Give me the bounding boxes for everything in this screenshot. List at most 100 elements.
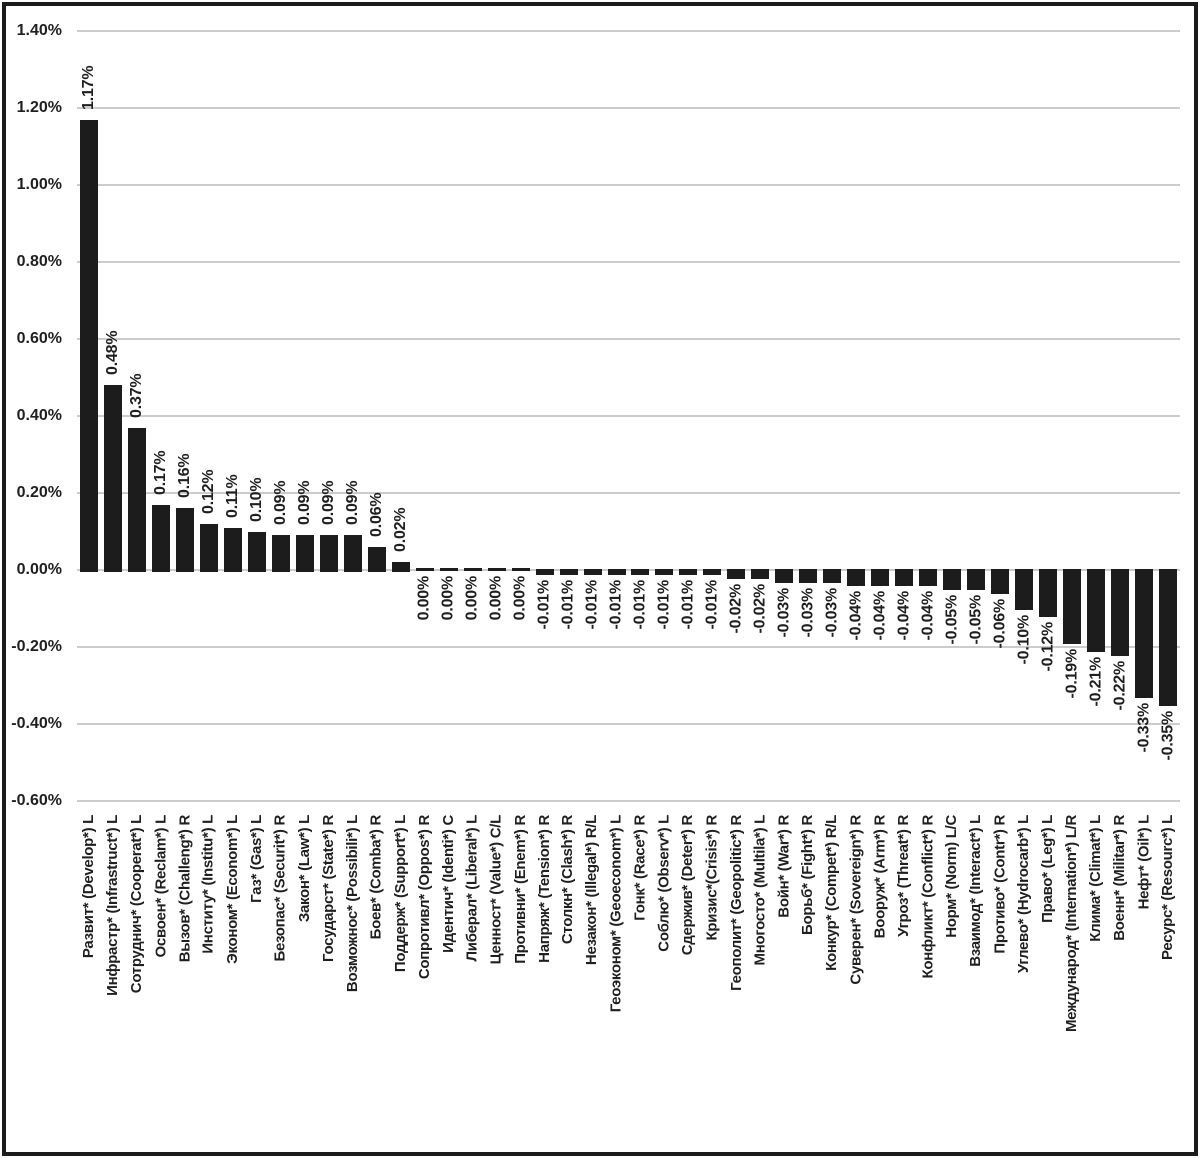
x-category-label: Столкн* (Clash*) R bbox=[559, 815, 577, 945]
bar-value-label: 0.00% bbox=[463, 576, 481, 621]
bar bbox=[1111, 569, 1130, 656]
bar-value-label: -0.04% bbox=[919, 591, 937, 641]
bar-value-label: -0.10% bbox=[1015, 614, 1033, 665]
bar-value-label: -0.01% bbox=[535, 579, 553, 630]
bar-value-label: -0.02% bbox=[751, 583, 769, 634]
bar bbox=[943, 569, 962, 591]
x-category-label: Ресурс* (Resourc*) L bbox=[1159, 815, 1177, 960]
y-gridline bbox=[77, 569, 1180, 571]
bar-value-label: -0.01% bbox=[583, 579, 601, 630]
bar bbox=[631, 569, 650, 575]
bar-value-label: 0.00% bbox=[439, 576, 457, 621]
bar bbox=[919, 569, 938, 587]
bar-value-label: -0.01% bbox=[607, 579, 625, 630]
y-gridline bbox=[77, 30, 1180, 32]
bar bbox=[583, 569, 602, 575]
bar bbox=[487, 568, 506, 571]
y-tick-label: 0.20% bbox=[16, 484, 62, 501]
x-category-label: Угроз* (Threat*) R bbox=[895, 815, 913, 937]
y-tick-label: 1.40% bbox=[16, 22, 62, 39]
bar-value-label: 0.09% bbox=[343, 480, 361, 526]
x-category-label: Вызов* (Challeng*) R bbox=[175, 815, 193, 963]
x-category-label: Кризис*(Crisis*) R bbox=[703, 815, 721, 941]
x-category-label: Многосто* (Multila*) L bbox=[751, 815, 769, 966]
bar-value-label: 0.09% bbox=[295, 480, 313, 526]
bar bbox=[1039, 569, 1058, 618]
bar bbox=[1015, 569, 1034, 610]
x-category-label: Институ* (Institu*) L bbox=[199, 815, 217, 954]
x-category-label: Инфрастр* (Infrastruct*) L bbox=[103, 815, 121, 996]
x-category-label: Противо* (Contr*) R bbox=[991, 815, 1009, 954]
x-category-label: Конфликт* (Conflict*) R bbox=[919, 815, 937, 979]
bar bbox=[103, 385, 122, 572]
bar-value-label: 0.02% bbox=[391, 507, 409, 553]
y-tick-label: 0.80% bbox=[16, 253, 62, 270]
bar-value-label: -0.12% bbox=[1039, 622, 1057, 672]
y-gridline bbox=[77, 492, 1180, 494]
bar bbox=[895, 569, 914, 587]
y-tick-label: -0.60% bbox=[11, 792, 62, 809]
x-category-label: Сопротивл* (Oppos*) R bbox=[415, 815, 433, 980]
x-category-label: Войн* (War*) R bbox=[775, 815, 793, 918]
x-category-label: Возможнос* (Possibili*) L bbox=[343, 815, 361, 993]
bar-value-label: -0.04% bbox=[871, 591, 889, 641]
bar bbox=[847, 569, 866, 587]
bar bbox=[247, 531, 266, 572]
bar-value-label: 0.09% bbox=[271, 480, 289, 526]
y-gridline bbox=[77, 646, 1180, 648]
bar-value-label: -0.01% bbox=[703, 579, 721, 630]
y-tick-label: 0.60% bbox=[16, 330, 62, 347]
bar bbox=[679, 569, 698, 575]
x-category-label: Суверен* (Sovereign*) R bbox=[847, 815, 865, 985]
bar bbox=[871, 569, 890, 587]
y-tick-label: -0.20% bbox=[11, 638, 62, 655]
bar-value-label: -0.05% bbox=[967, 595, 985, 645]
y-tick-label: 0.40% bbox=[16, 407, 62, 424]
x-category-label: Геоэконом* (Geoeconom*) L bbox=[607, 815, 625, 1013]
bar bbox=[1063, 569, 1082, 645]
bar-value-label: -0.22% bbox=[1111, 660, 1129, 711]
bar bbox=[175, 508, 194, 572]
bar bbox=[79, 119, 98, 572]
x-category-label: Нефт* (Oil*) L bbox=[1135, 815, 1153, 910]
bar-value-label: -0.21% bbox=[1087, 656, 1105, 707]
bar-value-label: 0.10% bbox=[247, 477, 265, 522]
bar-value-label: -0.33% bbox=[1135, 703, 1153, 753]
y-gridline bbox=[77, 415, 1180, 417]
bar-value-label: 0.00% bbox=[511, 576, 529, 621]
bar bbox=[151, 504, 170, 572]
x-category-label: Углево* (Hydrocarb*) L bbox=[1015, 815, 1033, 974]
bar-value-label: -0.04% bbox=[847, 591, 865, 641]
bar bbox=[535, 569, 554, 575]
bar bbox=[271, 535, 290, 572]
y-gridline bbox=[77, 338, 1180, 340]
bar-value-label: 0.37% bbox=[127, 373, 145, 418]
bar-value-label: -0.02% bbox=[727, 583, 745, 634]
bar bbox=[1087, 569, 1106, 652]
bar-value-label: -0.05% bbox=[943, 595, 961, 645]
bar bbox=[367, 546, 386, 572]
x-category-label: Гонк* (Race*) R bbox=[631, 815, 649, 921]
bar-value-label: -0.06% bbox=[991, 599, 1009, 649]
x-category-label: Закон* (Law*) L bbox=[295, 815, 313, 923]
x-category-label: Сотруднич* (Cooperat*) L bbox=[127, 815, 145, 994]
bar bbox=[511, 568, 530, 571]
y-tick-label: 1.00% bbox=[16, 176, 62, 193]
bar bbox=[1135, 569, 1154, 699]
bar bbox=[295, 535, 314, 572]
bar bbox=[703, 569, 722, 575]
bar bbox=[463, 568, 482, 571]
bar-value-label: -0.03% bbox=[823, 587, 841, 638]
bar bbox=[991, 569, 1010, 595]
bar bbox=[391, 562, 410, 572]
x-category-label: Норм* (Norm) L/C bbox=[943, 815, 961, 938]
bar-value-label: 0.16% bbox=[175, 454, 193, 499]
x-category-label: Идентич* (Identi*) C bbox=[439, 815, 457, 953]
x-category-label: Борьб* (Fight*) R bbox=[799, 815, 817, 935]
x-category-label: Безопас* (Securit*) R bbox=[271, 815, 289, 962]
x-category-label: Либерал* (Liberal*) L bbox=[463, 815, 481, 962]
bar bbox=[607, 569, 626, 575]
bar bbox=[343, 535, 362, 572]
